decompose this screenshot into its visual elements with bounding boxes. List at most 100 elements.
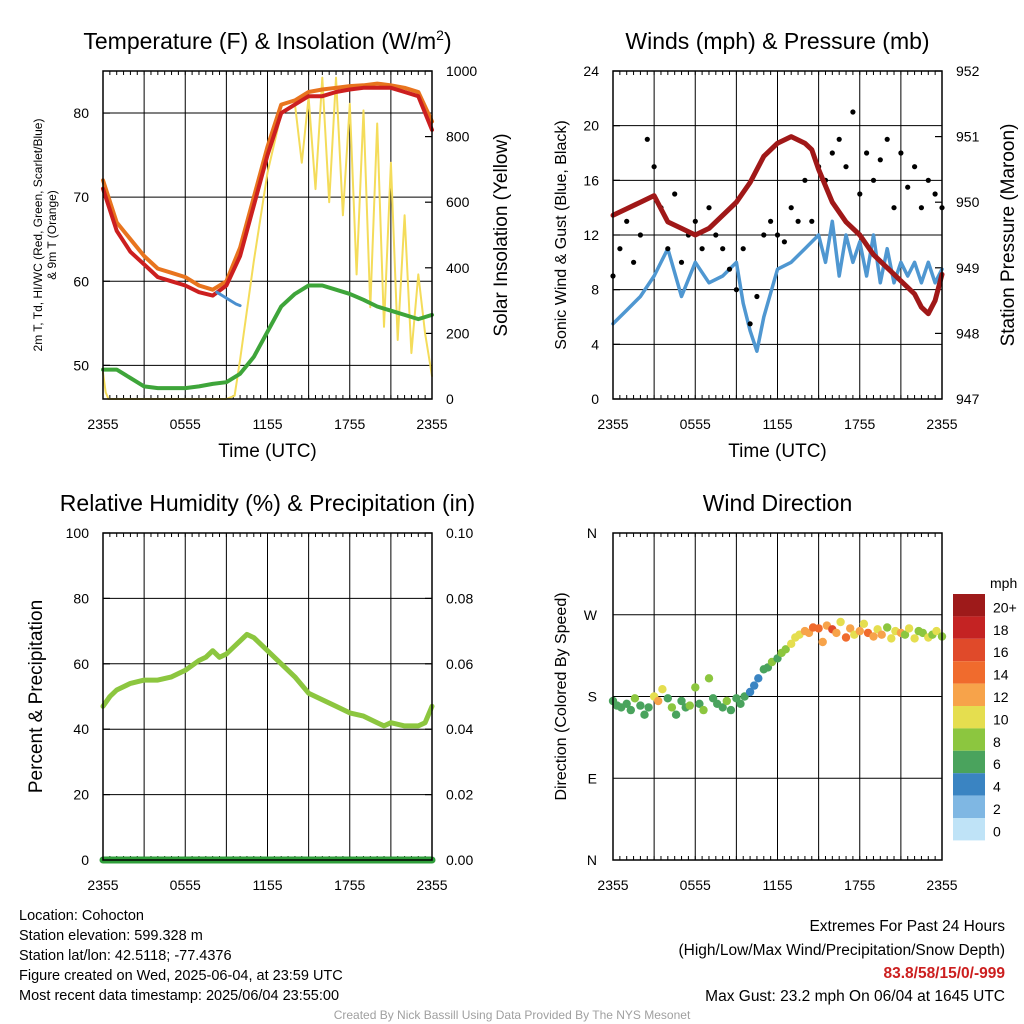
y-tick-label: 80 [73,590,89,606]
x-tick-label: 2355 [87,877,118,893]
legend-swatch [953,594,985,617]
gust-point [774,232,781,238]
x-tick-label: 0555 [680,877,711,893]
gust-point [733,287,740,293]
y2-tick-label: 948 [956,325,980,341]
gust-point [912,164,918,170]
y2-tick-label: 0 [446,391,454,407]
gust-point [802,177,808,183]
direction-point [726,705,736,715]
y2-tick-label: 0.02 [446,787,473,803]
direction-point [781,645,790,654]
y-tick-label: S [588,689,597,705]
legend-swatch [953,706,985,729]
gust-point [864,150,870,156]
gust-point [672,191,678,197]
legend-swatch [953,638,985,662]
gust-point [857,191,863,197]
y-axis-label: Sonic Wind & Gust (Blue, Black) [553,120,570,349]
direction-point [704,674,714,683]
x-tick-label: 2355 [416,877,447,893]
direction-point [910,634,919,643]
y-axis-label: Percent & Precipitation [26,600,47,793]
y-tick-label: 70 [73,189,89,205]
gust-point [884,136,890,142]
gust-point [713,232,719,238]
gust-point [905,184,911,190]
direction-point [904,624,914,633]
y2-tick-label: 0.10 [446,525,473,541]
gust-point [651,164,657,170]
direction-point [671,710,681,719]
direction-point [918,628,927,638]
gust-point [761,232,767,238]
gust-point [720,246,726,252]
y2-tick-label: 800 [446,129,470,145]
max-gust-text: Max Gust: 23.2 mph On 06/04 at 1645 UTC [705,988,1005,1005]
dewpoint-line [101,283,434,391]
gust-point [836,136,842,142]
x-tick-label: 2355 [597,416,628,432]
gust-point [678,259,685,265]
x-tick-label: 1155 [762,416,792,432]
x-tick-label: 2355 [597,877,628,893]
x-axis-label: Time (UTC) [218,441,317,462]
gust-point [795,218,801,224]
x-axis-label: Time (UTC) [728,441,827,462]
y2-tick-label: 200 [446,325,470,341]
direction-point [722,696,731,706]
direction-point [900,630,910,639]
extremes-subtitle: (High/Low/Max Wind/Precipitation/Snow De… [678,942,1006,959]
direction-point [832,628,841,638]
gust-point [754,293,760,300]
direction-point [836,617,845,627]
direction-point [745,687,755,697]
y-axis-label: 2m T, Td, HI/WC (Red, Green, Scarlet/Blu… [31,119,45,352]
y-tick-label: 60 [73,273,89,289]
legend-label: 2 [993,801,1001,817]
direction-point [677,696,686,706]
legend-swatch [953,683,985,706]
gust-point [850,109,856,115]
y2-tick-label: 400 [446,260,470,276]
y-tick-label: 8 [591,282,599,298]
y-axis-label: & 9m T (Orange) [45,190,59,280]
plot-frame [102,532,433,861]
x-tick-label: 2355 [926,416,957,432]
chart-title: Winds (mph) & Pressure (mb) [625,28,929,54]
y2-tick-label: 0.06 [446,656,473,672]
legend-label: 12 [993,689,1009,705]
title-superscript: 2 [436,27,444,43]
y-tick-label: 0 [81,852,89,868]
gust-point [726,266,733,272]
gust-point [644,136,650,142]
direction-point [691,683,700,692]
x-tick-label: 0555 [170,877,201,893]
y-tick-label: 100 [66,525,90,541]
y-tick-label: 0 [591,391,599,407]
plot-frame [612,70,943,400]
gust-point [747,321,753,327]
gust-point [740,246,746,252]
gust-point [699,246,705,252]
x-tick-label: 1755 [334,877,365,893]
gust-point [692,218,698,224]
direction-point [859,619,869,628]
x-tick-label: 2355 [87,416,118,432]
gust-point [877,157,883,163]
plot-frame [612,532,943,861]
legend-label: 10 [993,711,1009,727]
legend-label: 18 [993,622,1009,638]
gust-point [788,205,794,211]
y2-tick-label: 0.00 [446,852,473,868]
temperature-line [101,85,434,298]
x-tick-label: 2355 [926,877,957,893]
legend-swatch [953,728,985,751]
x-tick-label: 0555 [680,416,711,432]
y2-tick-label: 951 [956,129,980,145]
direction-point [787,639,796,648]
direction-point [718,703,727,712]
legend-swatch [953,818,985,841]
y-tick-label: 16 [583,172,599,188]
y-tick-label: N [587,852,597,868]
